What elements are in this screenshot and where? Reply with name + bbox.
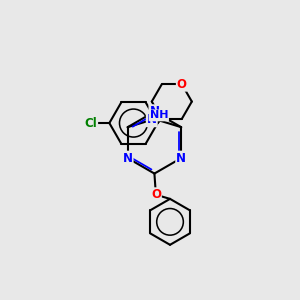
Text: N: N [123,152,133,165]
Text: O: O [177,78,187,91]
Text: NH: NH [150,110,168,120]
Text: O: O [151,188,161,201]
Text: N: N [149,105,159,118]
Text: Cl: Cl [84,117,97,130]
Text: N: N [176,152,186,165]
Text: N: N [147,113,157,126]
